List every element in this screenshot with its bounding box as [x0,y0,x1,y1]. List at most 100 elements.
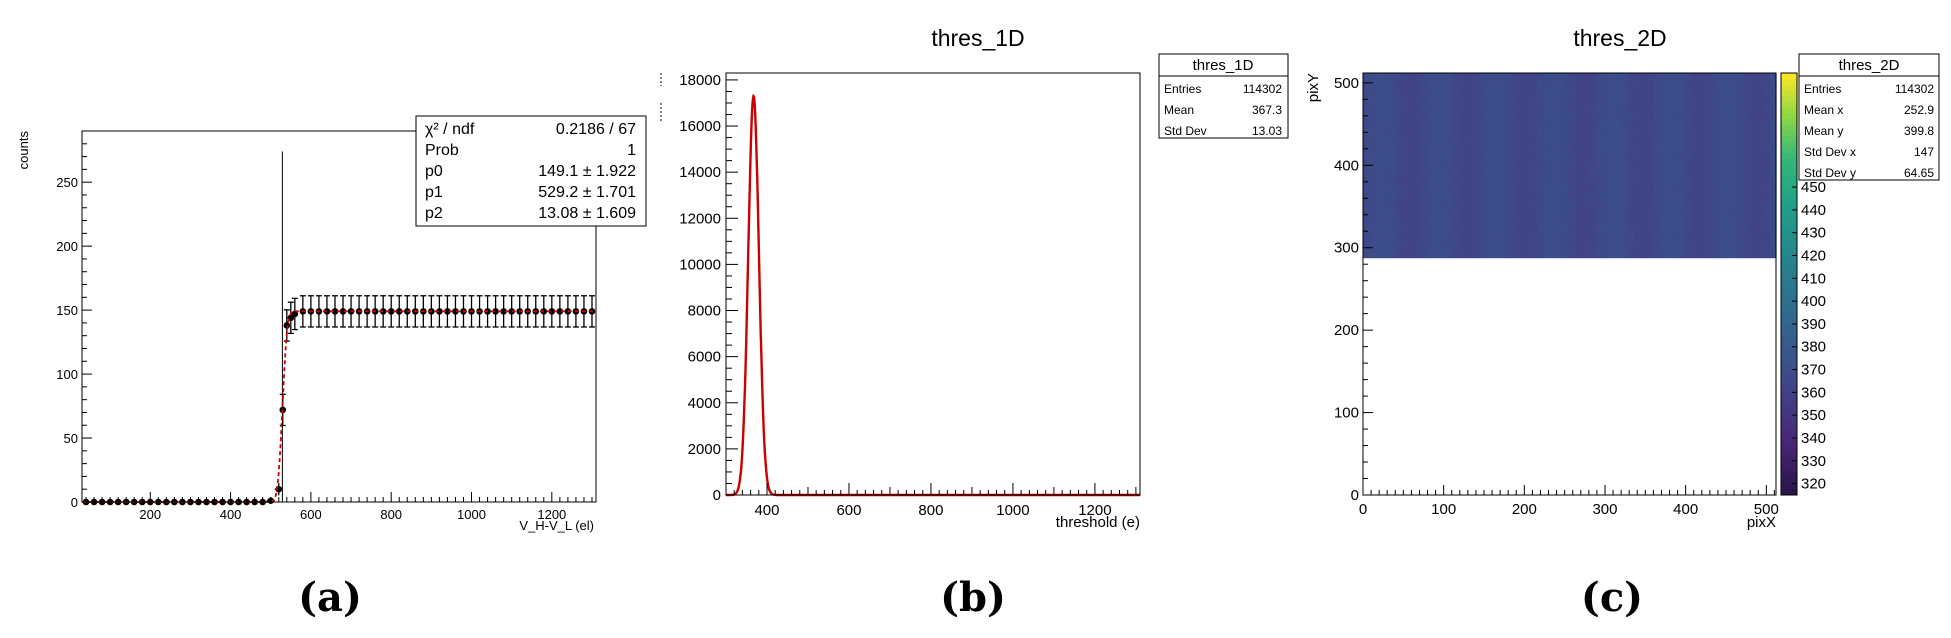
heatmap-cell [1666,105,1674,114]
heatmap-cell [1427,204,1435,213]
heatmap-cell [1627,204,1635,213]
heatmap-cell [1614,125,1622,133]
heatmap-cell [1679,231,1687,239]
y-tick-label: 400 [1334,157,1359,174]
stat-value: 367.3 [1252,103,1282,117]
colorbar-segment [1781,249,1797,256]
heatmap-cell [1485,244,1493,252]
heatmap-cell [1472,218,1480,226]
heatmap-cell [1730,105,1738,114]
heatmap-cell [1737,79,1745,87]
heatmap-cell [1498,79,1506,87]
heatmap-cell [1750,79,1758,87]
heatmap-cell [1659,218,1667,226]
heatmap-cell [1433,171,1442,180]
heatmap-cell [1453,79,1461,87]
heatmap-cell [1446,218,1454,226]
heatmap-cell [1705,171,1713,180]
heatmap-cell [1369,211,1377,219]
heatmap-cell [1453,132,1461,140]
heatmap-cell [1730,119,1738,127]
heatmap-cell [1543,244,1551,252]
colorbar-tick-label: 320 [1801,476,1826,493]
heatmap-cell [1517,158,1525,166]
heatmap-cell [1614,244,1622,252]
heatmap-cell [1737,125,1745,133]
heatmap-cell [1543,231,1551,239]
heatmap-cell [1582,191,1590,199]
heatmap-cell [1614,105,1622,114]
heatmap-cell [1453,86,1461,94]
heatmap-cell [1666,204,1674,213]
heatmap-cell [1646,191,1654,199]
heatmap-cell [1498,178,1506,186]
heatmap-cell [1595,198,1603,206]
heatmap-cell [1621,105,1629,114]
heatmap-cell [1737,105,1745,114]
heatmap-cell [1492,191,1500,199]
heatmap-cell [1401,218,1409,226]
heatmap-cell [1408,125,1416,133]
heatmap-cell [1569,171,1577,180]
heatmap-cell [1459,138,1467,147]
heatmap-cell [1427,171,1435,180]
heatmap-cell [1466,218,1474,226]
x-tick-label: 200 [1512,501,1537,518]
heatmap-cell [1440,224,1448,232]
heatmap-cell [1414,191,1422,199]
heatmap-cell [1401,185,1409,193]
heatmap-cell [1608,244,1616,252]
heatmap-cell [1575,132,1583,140]
heatmap-cell [1485,145,1493,153]
heatmap-cell [1427,191,1435,199]
panel-c-frame [1362,72,1777,496]
heatmap-cell [1543,86,1551,94]
heatmap-cell [1724,79,1732,87]
heatmap-cell [1498,165,1506,173]
heatmap-cell [1763,244,1771,252]
heatmap-cell [1401,138,1409,147]
heatmap-cell [1659,105,1667,114]
heatmap-cell [1646,86,1654,94]
heatmap-cell [1769,244,1777,252]
heatmap-cell [1369,224,1377,232]
heatmap-cell [1737,165,1745,173]
x-tick-label: 300 [1592,501,1617,518]
heatmap-cell [1440,158,1448,166]
heatmap-cell [1575,138,1583,147]
heatmap-cell [1414,218,1422,226]
heatmap-cell [1550,211,1558,219]
stat-label: Std Dev [1164,124,1207,138]
heatmap-cell [1763,73,1771,81]
heatmap-cell [1666,79,1674,87]
heatmap-cell [1524,218,1532,226]
heatmap-cell [1369,132,1377,140]
heatmap-cell [1621,138,1629,147]
heatmap-cell [1466,231,1474,239]
heatmap-cell [1614,92,1622,100]
colorbar-segment [1781,215,1797,222]
heatmap-cell [1595,244,1603,252]
heatmap-cell [1575,198,1583,206]
heatmap-cell [1711,185,1719,193]
heatmap-cell [1769,79,1777,87]
heatmap-cell [1653,105,1661,114]
heatmap-cell [1692,251,1700,259]
heatmap-cell [1627,112,1635,120]
colorbar-segment [1781,352,1797,359]
heatmap-cell [1375,178,1383,186]
heatmap-cell [1634,224,1642,232]
heatmap-cell [1414,105,1422,114]
stat-value: 0.2186 / 67 [556,121,636,138]
heatmap-cell [1659,86,1667,94]
heatmap-cell [1498,145,1506,153]
heatmap-cell [1763,171,1771,180]
heatmap-cell [1634,185,1642,193]
heatmap-cell [1705,152,1713,160]
heatmap-cell [1530,204,1538,213]
heatmap-cell [1646,105,1654,114]
heatmap-cell [1459,171,1467,180]
heatmap-cell [1743,79,1751,87]
heatmap-cell [1479,231,1487,239]
colorbar-segment [1781,318,1797,325]
